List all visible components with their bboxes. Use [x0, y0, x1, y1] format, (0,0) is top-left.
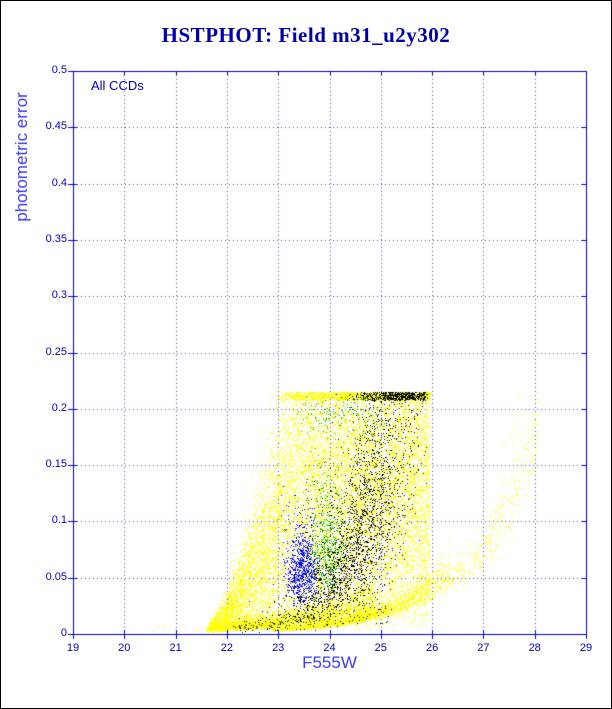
chart-title: HSTPHOT: Field m31_u2y302 — [161, 23, 451, 47]
ccd-annotation: All CCDs — [91, 78, 144, 93]
x-axis-label: F555W — [302, 653, 357, 672]
y-axis-label: photometric error — [12, 92, 31, 222]
